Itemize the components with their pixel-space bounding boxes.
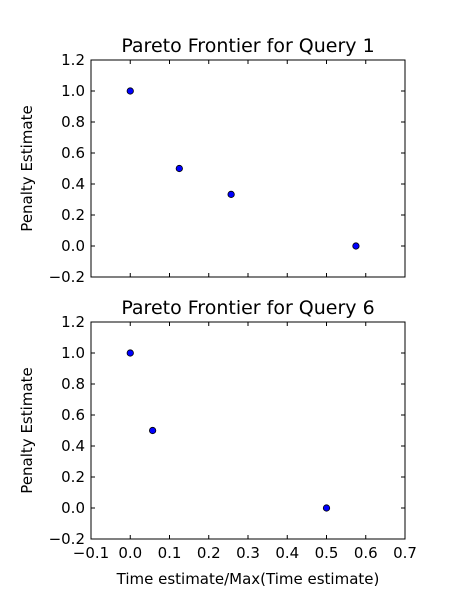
y-tick-label: 1.0: [61, 82, 85, 100]
y-tick-label: 0.4: [61, 437, 85, 455]
y-tick-label: 0.8: [61, 113, 85, 131]
x-tick-label: −0.1: [73, 544, 109, 562]
y-tick-label: 1.0: [61, 344, 85, 362]
data-point: [149, 426, 157, 435]
chart-title: Pareto Frontier for Query 1: [121, 35, 374, 57]
axes-frame: [90, 321, 406, 540]
y-tick-label: 0.0: [61, 499, 85, 517]
x-tick-label: 0.0: [118, 544, 142, 562]
data-point: [352, 242, 360, 250]
y-tick-label: 0.6: [61, 144, 85, 162]
y-tick-label: 0.4: [61, 175, 85, 193]
x-tick-label: 0.3: [236, 544, 260, 562]
y-tick-label: 1.2: [61, 313, 85, 331]
plot-query-1: Pareto Frontier for Query 1 −0.2 0.0 0.2 0.4…: [18, 35, 406, 286]
x-tick-label: 0.4: [275, 544, 299, 562]
y-tick-label: 1.2: [61, 51, 85, 69]
y-tick-label: 0.2: [61, 206, 85, 224]
data-point: [227, 190, 235, 198]
y-tick-label: 0.0: [61, 237, 85, 255]
x-axis-label: Time estimate/Max(Time estimate): [116, 570, 380, 588]
x-tick-label: 0.5: [315, 544, 339, 562]
y-tick-label: 0.6: [61, 406, 85, 424]
x-tick-label: 0.6: [354, 544, 378, 562]
data-point: [175, 164, 183, 173]
x-tick-label: 0.2: [197, 544, 221, 562]
x-tick-label: 0.1: [158, 544, 182, 562]
y-tick-label: 0.8: [61, 375, 85, 393]
chart-title: Pareto Frontier for Query 6: [121, 297, 374, 319]
data-point: [126, 349, 134, 357]
y-tick-label: 0.2: [61, 468, 85, 486]
plot-query-6: Pareto Frontier for Query 6 −0.2 0.0 0.2 0.4…: [18, 297, 417, 588]
data-point: [126, 87, 134, 95]
x-tick-label: 0.7: [393, 544, 417, 562]
y-axis-label: Penalty Estimate: [18, 105, 36, 231]
y-tick-label: −0.2: [49, 268, 85, 286]
data-point: [322, 504, 331, 512]
y-tick-label: −0.2: [49, 530, 85, 548]
y-axis-label: Penalty Estimate: [18, 367, 36, 493]
